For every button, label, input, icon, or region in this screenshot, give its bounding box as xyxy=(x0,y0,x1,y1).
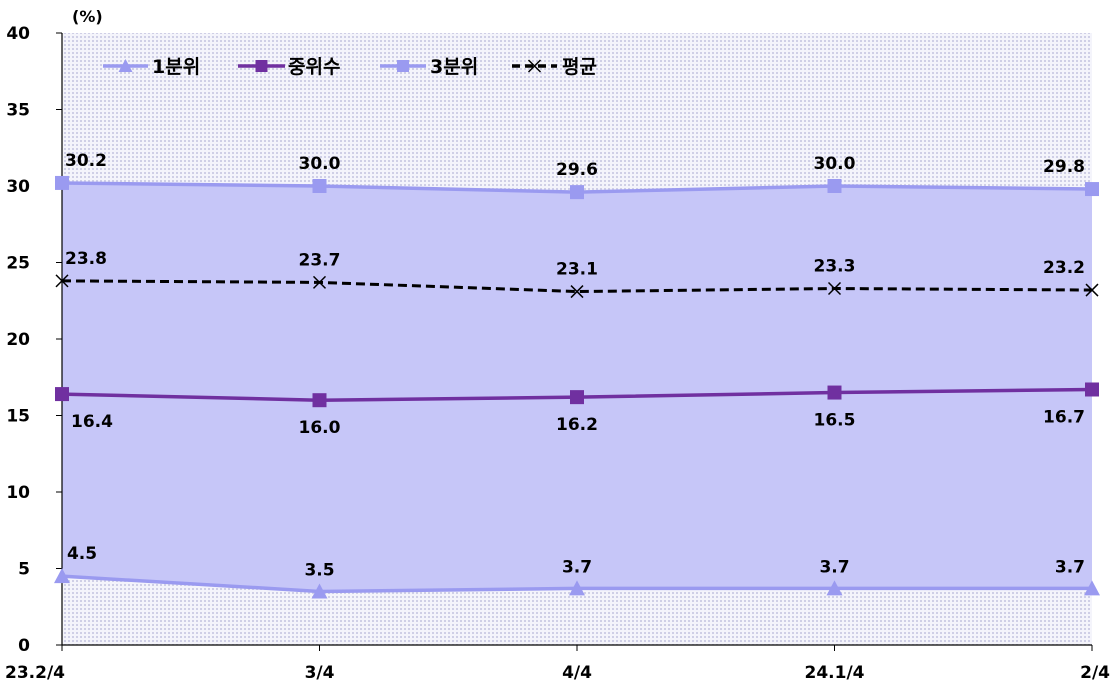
data-point-mean xyxy=(827,281,842,296)
legend-item-q3: 3분위 xyxy=(380,56,478,78)
data-label-q1: 4.5 xyxy=(67,544,97,564)
data-point-median xyxy=(55,387,69,402)
legend-marker-median xyxy=(255,60,268,72)
data-point-q1 xyxy=(569,580,585,596)
data-label-q1: 3.5 xyxy=(304,560,334,580)
data-point-q3 xyxy=(827,179,842,193)
x-tick-label: 24.1/4 xyxy=(805,663,865,683)
x-marker-stroke xyxy=(527,59,542,73)
legend-item-median: 중위수 xyxy=(238,56,340,78)
y-tick-label: 40 xyxy=(6,24,30,44)
x-tick-label: 23.2/4 xyxy=(5,663,65,683)
data-label-mean: 23.3 xyxy=(814,257,856,277)
data-point-mean xyxy=(312,275,327,289)
legend-marker-mean xyxy=(527,59,542,73)
y-tick-label: 20 xyxy=(6,330,30,350)
data-label-mean: 23.2 xyxy=(1043,258,1085,278)
data-label-q3: 30.0 xyxy=(299,154,341,174)
data-label-q1: 3.7 xyxy=(819,557,849,577)
y-tick-label: 35 xyxy=(6,101,30,121)
x-marker-stroke xyxy=(55,274,69,288)
data-label-q3: 29.8 xyxy=(1043,157,1085,177)
y-tick-label: 10 xyxy=(6,483,30,503)
data-label-median: 16.2 xyxy=(556,415,598,435)
y-tick-label: 30 xyxy=(6,177,30,197)
data-label-median: 16.0 xyxy=(299,418,341,438)
data-label-q1: 3.7 xyxy=(562,557,592,577)
data-label-q1: 3.7 xyxy=(1055,557,1085,577)
data-label-mean: 23.7 xyxy=(299,250,341,270)
legend-marker-q3 xyxy=(397,60,409,72)
legend-item-mean: 평균 xyxy=(512,56,597,78)
series-line-mean xyxy=(61,279,1093,294)
legend-item-q1: 1분위 xyxy=(103,56,200,78)
data-label-median: 16.7 xyxy=(1043,407,1085,427)
legend-label-q3: 3분위 xyxy=(430,56,478,78)
data-point-q1 xyxy=(826,580,843,596)
data-point-median xyxy=(312,393,327,408)
data-point-mean xyxy=(1085,283,1099,297)
data-point-q3 xyxy=(55,175,69,190)
x-tick-label: 4/4 xyxy=(562,663,592,683)
y-tick-label: 5 xyxy=(18,560,30,580)
data-point-median xyxy=(827,385,842,400)
y-tick-label: 25 xyxy=(6,254,30,274)
data-label-q3: 30.0 xyxy=(814,154,856,174)
data-label-mean: 23.1 xyxy=(556,260,598,280)
x-marker-stroke xyxy=(827,281,842,296)
x-marker-stroke xyxy=(312,275,327,289)
data-point-median xyxy=(570,390,584,405)
legend-label-q1: 1분위 xyxy=(152,56,200,78)
data-point-mean xyxy=(570,285,584,299)
data-point-q1 xyxy=(54,568,70,584)
legend-label-median: 중위수 xyxy=(288,56,340,78)
legend-marker-q1 xyxy=(118,59,133,72)
data-point-q3 xyxy=(312,179,327,193)
x-marker-stroke xyxy=(570,285,584,299)
data-label-mean: 23.8 xyxy=(65,249,107,269)
legend-label-mean: 평균 xyxy=(562,56,597,78)
data-point-median xyxy=(1085,382,1099,397)
interquartile-band xyxy=(62,182,1092,592)
data-label-median: 16.4 xyxy=(71,412,113,432)
y-axis-unit-label: (%) xyxy=(72,7,103,26)
x-tick-label: 3/4 xyxy=(305,663,335,683)
y-tick-label: 0 xyxy=(18,636,30,656)
x-marker-stroke xyxy=(1085,283,1099,297)
data-point-mean xyxy=(55,274,69,288)
y-tick-label: 15 xyxy=(6,407,30,427)
data-point-q3 xyxy=(570,185,584,200)
data-label-q3: 30.2 xyxy=(65,151,107,171)
data-label-median: 16.5 xyxy=(814,411,856,431)
data-label-q3: 29.6 xyxy=(556,160,598,180)
data-point-q1 xyxy=(1084,580,1100,596)
x-tick-label: 2/4 xyxy=(1080,663,1110,683)
data-point-q1 xyxy=(311,583,328,599)
data-point-q3 xyxy=(1085,182,1099,197)
